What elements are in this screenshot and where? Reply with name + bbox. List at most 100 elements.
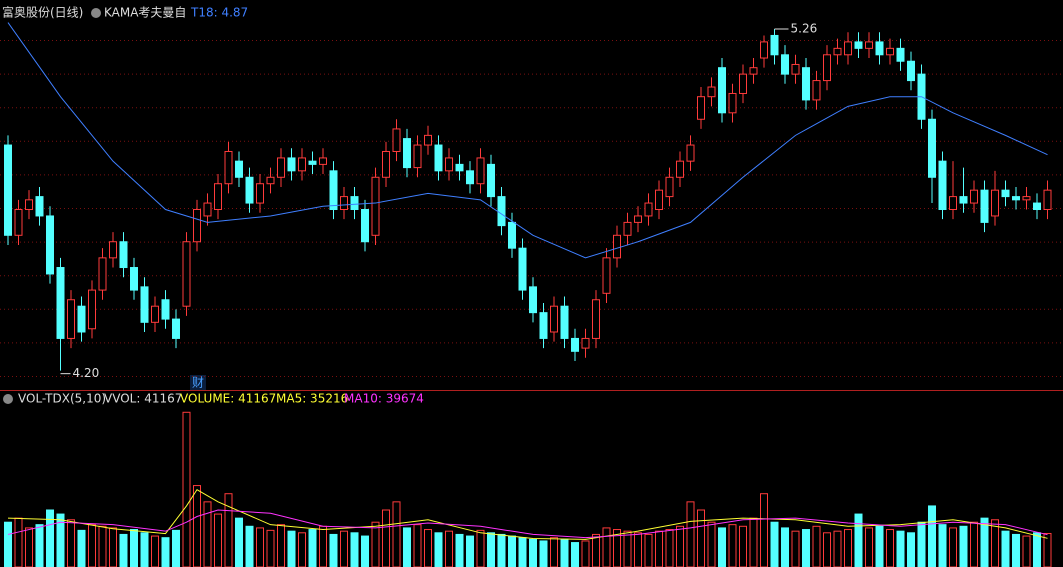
candle-body [340, 196, 348, 211]
candle-body [991, 189, 999, 217]
candle-body [529, 286, 537, 314]
candle-body [109, 241, 117, 259]
candle-body [67, 299, 75, 339]
volume-bar [812, 525, 821, 567]
volume-bar [476, 529, 485, 567]
volume-bar [109, 527, 117, 567]
indicator-toggle[interactable] [91, 8, 101, 18]
candle-body [959, 196, 968, 204]
volume-bar [949, 527, 957, 567]
candle-body [56, 267, 65, 339]
candle-body [434, 144, 443, 172]
volume-bar [854, 513, 863, 567]
volume-bar [151, 535, 159, 567]
candle-body [592, 299, 600, 339]
volume-bar [161, 537, 170, 567]
volume-bar [707, 521, 716, 567]
candle-body [235, 160, 243, 178]
legend-entry: MA5: 35216 [276, 392, 348, 406]
legend-entry: T18: 4.87 [190, 6, 248, 20]
candle-body [539, 312, 548, 339]
indicator-line [7, 509, 1048, 539]
candle-body [1022, 196, 1031, 201]
candle-body [1043, 189, 1052, 211]
candle-body [161, 299, 170, 320]
candle-body [25, 199, 33, 211]
volume-bar [655, 530, 663, 567]
candle-body [602, 257, 611, 294]
candle-body [791, 63, 800, 75]
indicator-line [7, 22, 1048, 259]
candle-body [487, 163, 495, 198]
candle-body [760, 41, 768, 59]
volume-bar [172, 529, 180, 567]
candle-body [392, 128, 401, 152]
candle-body [907, 60, 915, 82]
volume-bar [382, 509, 390, 567]
candle-body [802, 67, 810, 101]
volume-vvol: VVOL: 41167 [104, 392, 182, 406]
volume-bar [350, 532, 359, 567]
candle-body [970, 189, 978, 204]
volume-bar [119, 533, 128, 567]
candle-body [371, 176, 380, 236]
high-annotation: 5.26 [791, 22, 818, 36]
event-label[interactable]: 财 [192, 376, 204, 390]
volume-bar [403, 527, 411, 567]
volume-bar [833, 530, 842, 567]
volume-bar [959, 525, 968, 567]
volume-bar [361, 535, 369, 567]
candle-body [119, 241, 128, 269]
volume-bar [728, 524, 737, 567]
candle-body [854, 41, 863, 49]
volume-bar [592, 533, 600, 567]
candle-body [823, 54, 831, 82]
candle-body [77, 305, 86, 333]
candle-body [172, 318, 180, 339]
candle-body [466, 170, 474, 185]
candle-body [497, 196, 506, 227]
volume-bar [98, 525, 107, 567]
event-box[interactable] [190, 375, 206, 390]
volume-bar [277, 524, 285, 567]
volume-bar [665, 529, 674, 567]
candle-body [865, 41, 873, 49]
volume-bar [749, 517, 758, 567]
candle-body [508, 221, 516, 249]
volume-bar [1033, 532, 1041, 567]
volume-bar [802, 529, 810, 567]
candle-body [130, 267, 138, 291]
candle-body [928, 118, 936, 178]
candle-body [623, 221, 632, 236]
volume-bar [581, 540, 590, 567]
candle-body [203, 202, 212, 217]
volume-bar [781, 527, 789, 567]
candle-body [14, 209, 23, 236]
candle-body [1001, 189, 1010, 198]
candle-body [424, 134, 432, 146]
volume-bar [140, 532, 149, 567]
volume-bar [529, 538, 537, 567]
volume-bar [1001, 530, 1010, 567]
candle-body [319, 157, 327, 165]
volume-bar [1022, 535, 1031, 567]
candle-body [256, 183, 264, 204]
chart-title: 富奥股份(日线) [2, 5, 83, 20]
candle-body [4, 144, 12, 236]
candle-body [518, 247, 527, 291]
candle-body [886, 47, 894, 56]
volume-bar [46, 509, 54, 567]
volume-toggle[interactable] [3, 394, 13, 404]
candle-body [224, 150, 233, 185]
candle-body [445, 157, 453, 172]
volume-title: VOL-TDX(5,10) [18, 392, 106, 406]
volume-bar [455, 533, 464, 567]
candle-body [781, 54, 789, 75]
volume-bar [445, 530, 453, 567]
candle-body [382, 150, 390, 178]
volume-bar [886, 529, 894, 567]
candle-body [308, 160, 317, 165]
volume-bar [970, 521, 978, 567]
candle-body [844, 41, 852, 56]
